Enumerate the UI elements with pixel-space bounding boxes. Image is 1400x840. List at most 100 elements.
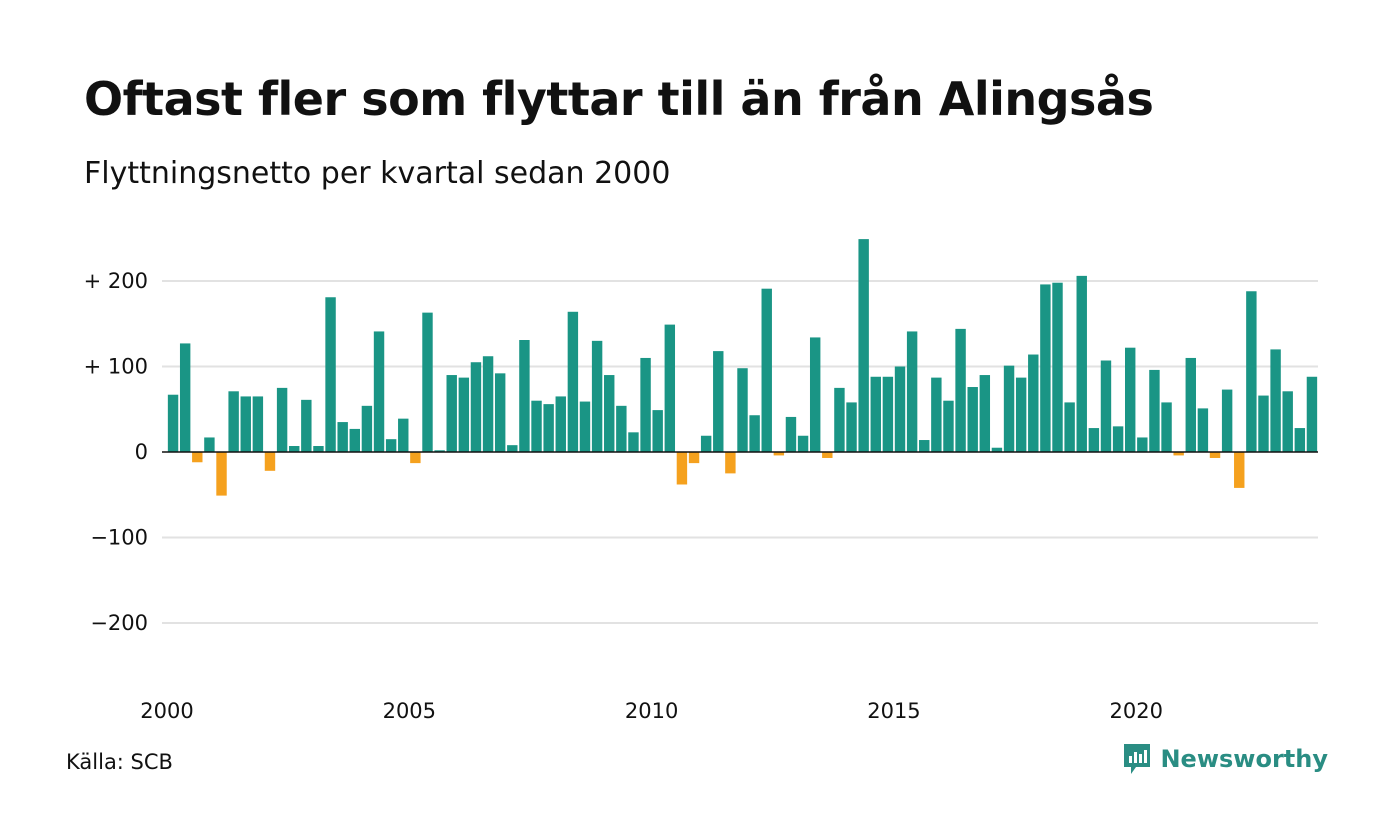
bar	[834, 387, 845, 453]
bar	[894, 366, 906, 452]
bar	[870, 376, 881, 452]
newsworthy-logo-icon	[1124, 744, 1151, 774]
y-tick-label: 0	[135, 440, 148, 464]
bar	[773, 452, 785, 456]
bar	[1221, 389, 1233, 452]
bar	[446, 375, 457, 452]
bar	[1161, 402, 1172, 452]
bar	[688, 452, 700, 464]
bar	[846, 402, 857, 452]
bar	[1064, 402, 1075, 452]
bar	[991, 447, 1003, 453]
bar	[906, 331, 918, 452]
bar	[713, 351, 724, 452]
bar	[882, 376, 894, 452]
bar	[313, 446, 324, 452]
bar	[252, 396, 264, 452]
bar	[543, 404, 554, 452]
x-axis-tick-labels: 2000 2005 2010 2015 2020	[140, 699, 1163, 723]
bar	[749, 415, 760, 453]
bar	[240, 396, 251, 452]
bar	[822, 452, 833, 458]
bar	[264, 452, 276, 471]
x-tick-label: 2020	[1110, 699, 1163, 723]
bar	[434, 450, 445, 452]
bar	[179, 343, 191, 452]
bar	[1294, 428, 1306, 452]
y-tick-label: + 200	[84, 269, 148, 293]
x-tick-label: 2015	[867, 699, 920, 723]
bar	[204, 437, 215, 452]
bar	[216, 452, 227, 496]
bar	[1003, 365, 1015, 452]
bar	[1028, 354, 1039, 452]
bar	[919, 440, 930, 452]
bar	[979, 375, 991, 452]
bar	[943, 400, 954, 452]
y-tick-label: + 100	[84, 355, 148, 379]
bar	[1258, 395, 1269, 452]
bar	[1173, 452, 1184, 456]
brand-logo: Newsworthy	[1122, 742, 1328, 776]
bar	[470, 362, 482, 452]
source-label: Källa: SCB	[66, 750, 173, 774]
x-tick-label: 2010	[625, 699, 678, 723]
bar	[761, 288, 772, 452]
brand-name: Newsworthy	[1160, 745, 1328, 773]
bar	[531, 400, 542, 452]
bar	[1197, 408, 1209, 452]
chart-subtitle: Flyttningsnetto per kvartal sedan 2000	[84, 156, 671, 191]
bar	[410, 452, 421, 464]
bar	[785, 416, 797, 452]
bar	[385, 439, 397, 452]
bar	[725, 452, 736, 474]
bar	[737, 368, 748, 452]
bar	[797, 435, 809, 452]
bar	[858, 239, 869, 452]
y-tick-label: −100	[90, 526, 148, 550]
bar	[289, 446, 300, 452]
bar	[1137, 437, 1148, 452]
bar	[1270, 349, 1281, 452]
bar	[640, 357, 651, 452]
bar	[361, 405, 373, 452]
y-axis-tick-labels: + 200 + 100 0 −100 −200	[84, 269, 148, 635]
y-tick-label: −200	[90, 611, 148, 635]
bar	[1185, 357, 1196, 452]
bar	[1076, 275, 1087, 452]
bar	[1100, 360, 1112, 452]
bar	[616, 405, 627, 452]
bar	[458, 377, 470, 453]
bars	[167, 239, 1318, 496]
x-tick-label: 2000	[140, 699, 193, 723]
bar	[192, 452, 203, 463]
bar	[700, 435, 712, 452]
bar	[676, 452, 688, 485]
bar	[422, 312, 433, 452]
chart-title: Oftast fler som flyttar till än från Ali…	[84, 72, 1154, 126]
bar-chart: + 200 + 100 0 −100 −200 2000 2005 2010 2015 2020	[84, 239, 1318, 723]
bar	[1052, 282, 1063, 452]
bar	[494, 373, 506, 452]
bar	[228, 391, 239, 452]
bar	[167, 394, 179, 452]
bar	[664, 324, 676, 452]
bar	[1015, 377, 1027, 453]
bar	[1125, 347, 1136, 452]
bar	[1234, 452, 1245, 488]
bar	[567, 311, 579, 452]
bar	[349, 428, 360, 453]
bar	[398, 418, 409, 452]
bar	[301, 399, 312, 453]
bar	[1306, 376, 1318, 452]
bar	[579, 401, 591, 453]
bar	[591, 340, 603, 452]
bar	[604, 375, 615, 452]
bar	[628, 432, 639, 452]
bar	[555, 396, 566, 452]
bar	[1149, 369, 1160, 452]
x-tick-label: 2005	[383, 699, 436, 723]
bar	[1088, 428, 1100, 452]
bar	[955, 328, 966, 452]
bar	[519, 340, 530, 452]
